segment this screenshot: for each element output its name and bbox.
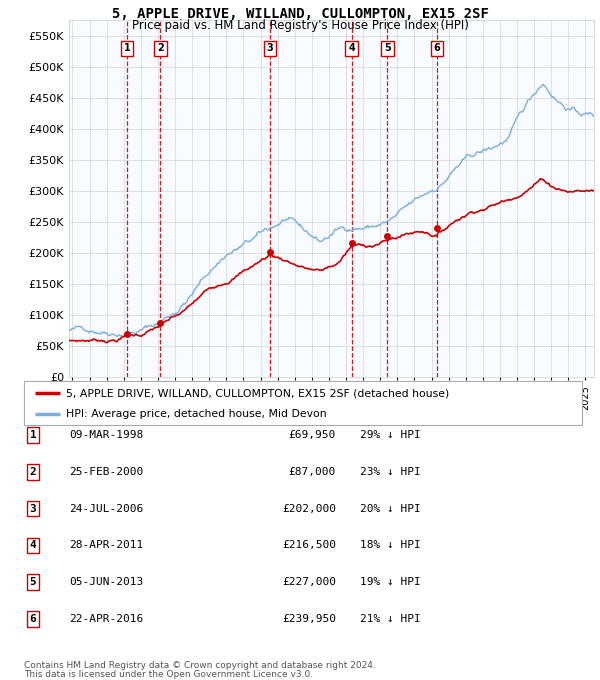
Text: This data is licensed under the Open Government Licence v3.0.: This data is licensed under the Open Gov… (24, 670, 313, 679)
Text: 1: 1 (124, 44, 130, 53)
Text: £216,500: £216,500 (282, 541, 336, 550)
Text: 3: 3 (267, 44, 274, 53)
Bar (388, 20, 437, 377)
Text: 2: 2 (157, 44, 164, 53)
Text: 6: 6 (29, 614, 37, 624)
Text: 6: 6 (433, 44, 440, 53)
Bar (127, 20, 160, 377)
Text: 4: 4 (29, 541, 37, 550)
Text: 5, APPLE DRIVE, WILLAND, CULLOMPTON, EX15 2SF: 5, APPLE DRIVE, WILLAND, CULLOMPTON, EX1… (112, 7, 488, 21)
Text: 25-FEB-2000: 25-FEB-2000 (69, 467, 143, 477)
Bar (160, 20, 270, 377)
Text: 18% ↓ HPI: 18% ↓ HPI (360, 541, 421, 550)
Text: £239,950: £239,950 (282, 614, 336, 624)
Text: 5, APPLE DRIVE, WILLAND, CULLOMPTON, EX15 2SF (detached house): 5, APPLE DRIVE, WILLAND, CULLOMPTON, EX1… (66, 388, 449, 398)
Text: 21% ↓ HPI: 21% ↓ HPI (360, 614, 421, 624)
Text: 1: 1 (29, 430, 37, 440)
Text: 28-APR-2011: 28-APR-2011 (69, 541, 143, 550)
Text: 22-APR-2016: 22-APR-2016 (69, 614, 143, 624)
Text: £227,000: £227,000 (282, 577, 336, 587)
Text: 19% ↓ HPI: 19% ↓ HPI (360, 577, 421, 587)
Text: 4: 4 (348, 44, 355, 53)
Text: 29% ↓ HPI: 29% ↓ HPI (360, 430, 421, 440)
Text: 5: 5 (384, 44, 391, 53)
Text: Price paid vs. HM Land Registry's House Price Index (HPI): Price paid vs. HM Land Registry's House … (131, 19, 469, 32)
Text: 2: 2 (29, 467, 37, 477)
Text: 23% ↓ HPI: 23% ↓ HPI (360, 467, 421, 477)
Bar (437, 20, 594, 377)
Text: 20% ↓ HPI: 20% ↓ HPI (360, 504, 421, 513)
Bar (352, 20, 388, 377)
Text: 24-JUL-2006: 24-JUL-2006 (69, 504, 143, 513)
Bar (69, 20, 127, 377)
Text: 5: 5 (29, 577, 37, 587)
Text: HPI: Average price, detached house, Mid Devon: HPI: Average price, detached house, Mid … (66, 409, 326, 419)
Text: 09-MAR-1998: 09-MAR-1998 (69, 430, 143, 440)
Bar (270, 20, 352, 377)
Text: 05-JUN-2013: 05-JUN-2013 (69, 577, 143, 587)
Text: £87,000: £87,000 (289, 467, 336, 477)
Text: Contains HM Land Registry data © Crown copyright and database right 2024.: Contains HM Land Registry data © Crown c… (24, 660, 376, 670)
Text: £69,950: £69,950 (289, 430, 336, 440)
Text: £202,000: £202,000 (282, 504, 336, 513)
Text: 3: 3 (29, 504, 37, 513)
